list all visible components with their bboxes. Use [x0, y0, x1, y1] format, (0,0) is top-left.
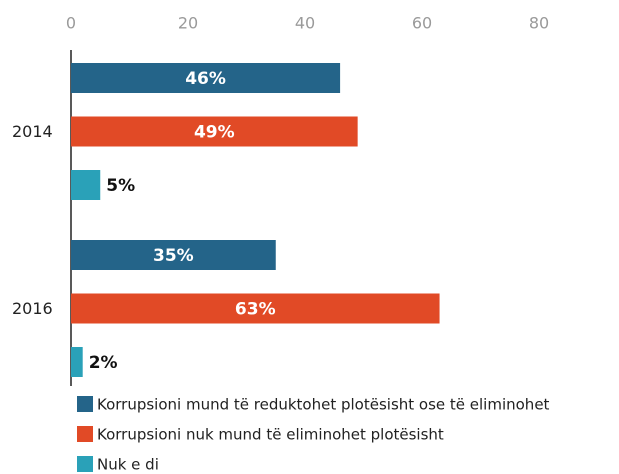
x-tick-label: 40	[295, 14, 315, 33]
value-label: 49%	[194, 123, 235, 143]
category-label: 2014	[12, 122, 53, 141]
legend-label: Nuk e di	[97, 456, 159, 474]
bar	[71, 293, 440, 324]
legend-label: Korrupsioni nuk mund të eliminohet plotë…	[97, 426, 444, 444]
bar	[71, 170, 101, 200]
bar	[71, 63, 341, 93]
value-label: 5%	[106, 176, 135, 196]
legend-swatch	[77, 456, 93, 472]
x-tick-label: 0	[66, 14, 76, 33]
legend-swatch	[77, 396, 93, 412]
value-label: 35%	[153, 246, 194, 266]
bar	[71, 240, 276, 270]
bar	[71, 116, 358, 147]
x-tick-label: 60	[412, 14, 432, 33]
legend-label: Korrupsioni mund të reduktohet plotësish…	[97, 396, 550, 414]
legend-swatch	[77, 426, 93, 442]
x-tick-label: 80	[529, 14, 549, 33]
x-tick-label: 20	[178, 14, 198, 33]
bar	[71, 347, 83, 377]
category-label: 2016	[12, 299, 53, 318]
value-label: 63%	[235, 300, 276, 320]
value-label: 46%	[185, 69, 226, 89]
value-label: 2%	[89, 353, 118, 373]
